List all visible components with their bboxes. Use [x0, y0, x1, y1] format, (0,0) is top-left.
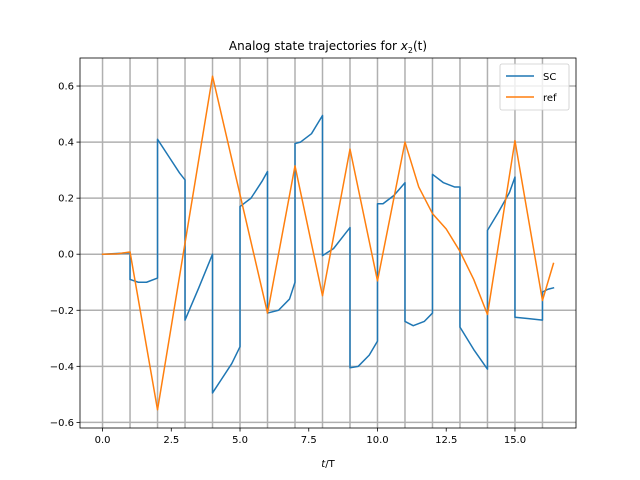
- series-line-sc: [101, 114, 555, 394]
- legend: SC ref: [499, 63, 570, 111]
- y-tick-label-6: 0.6: [58, 82, 74, 93]
- x-tick-label-6: 15.0: [504, 435, 526, 446]
- y-tick-label-2: −0.2: [50, 306, 74, 317]
- chart-title: Analog state trajectories for x2(t): [229, 39, 427, 55]
- series-lines: [101, 75, 555, 411]
- y-tick-label-1: −0.4: [50, 362, 74, 373]
- x-tick-label-1: 2.5: [163, 435, 179, 446]
- series-line-ref: [101, 75, 555, 411]
- legend-label-sc: SC: [543, 72, 556, 83]
- y-tick-label-0: −0.6: [50, 418, 74, 429]
- x-tick-label-4: 10.0: [366, 435, 388, 446]
- x-tick-label-5: 12.5: [435, 435, 457, 446]
- plot-area: 0.0 2.5 5.0 7.5 10.0 12.5 15.0 −0.6 −0.4 −0.2 0.0 0…: [50, 57, 577, 446]
- axes-background: [80, 58, 576, 428]
- axis-ticks: 0.0 2.5 5.0 7.5 10.0 12.5 15.0 −0.6 −0.4 −0.2 0.0 0…: [50, 82, 526, 446]
- x-axis-label: t/T: [321, 459, 335, 470]
- grid-horizontal: [80, 85, 576, 424]
- y-tick-label-4: 0.2: [58, 194, 74, 205]
- legend-box: [499, 63, 570, 111]
- x-tick-label-3: 7.5: [301, 435, 317, 446]
- y-tick-label-3: 0.0: [58, 250, 74, 261]
- x-tick-label-0: 0.0: [95, 435, 111, 446]
- x-tick-label-2: 5.0: [232, 435, 248, 446]
- y-tick-label-5: 0.4: [58, 138, 74, 149]
- legend-label-ref: ref: [543, 93, 557, 104]
- axes-frame: [79, 57, 577, 429]
